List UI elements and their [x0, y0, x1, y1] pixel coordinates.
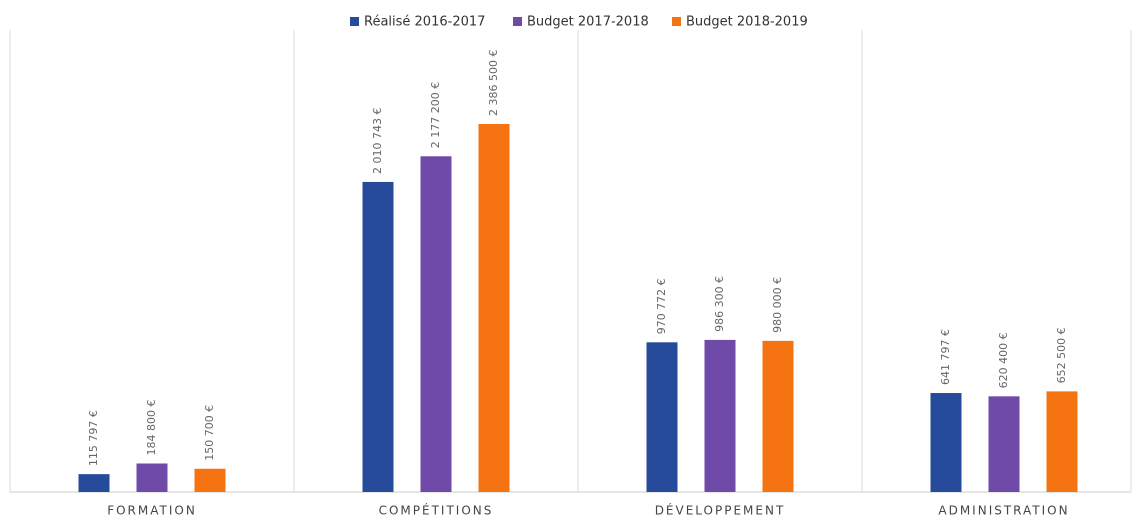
bar	[78, 474, 110, 492]
data-label: 2 010 743 €	[371, 107, 384, 173]
bar	[362, 181, 394, 492]
x-tick-label: FORMATION	[107, 504, 197, 518]
x-tick-label: DÉVELOPPEMENT	[655, 503, 786, 518]
data-label: 2 386 500 €	[487, 50, 500, 116]
bar	[420, 156, 452, 492]
data-label: 620 400 €	[997, 332, 1010, 388]
legend-label: Réalisé 2016-2017	[364, 15, 485, 30]
bar	[762, 340, 794, 492]
bar	[646, 342, 678, 492]
bar	[1046, 391, 1078, 492]
legend-label: Budget 2018-2019	[686, 15, 808, 30]
bar	[478, 124, 510, 492]
bar	[194, 468, 226, 492]
data-label: 115 797 €	[87, 410, 100, 466]
bar	[136, 463, 168, 492]
data-label: 986 300 €	[713, 276, 726, 332]
legend-label: Budget 2017-2018	[527, 15, 649, 30]
data-label: 641 797 €	[939, 329, 952, 385]
data-label: 184 800 €	[145, 400, 158, 456]
bar	[988, 396, 1020, 492]
legend-swatch	[672, 17, 681, 26]
data-label: 980 000 €	[771, 277, 784, 333]
data-label: 652 500 €	[1055, 327, 1068, 383]
data-label: 970 772 €	[655, 278, 668, 334]
data-label: 150 700 €	[203, 405, 216, 461]
bar	[930, 393, 962, 492]
legend-swatch	[350, 17, 359, 26]
data-label: 2 177 200 €	[429, 82, 442, 148]
legend-swatch	[513, 17, 522, 26]
x-tick-label: COMPÉTITIONS	[379, 503, 494, 518]
bar	[704, 339, 736, 492]
x-tick-label: ADMINISTRATION	[938, 504, 1069, 518]
